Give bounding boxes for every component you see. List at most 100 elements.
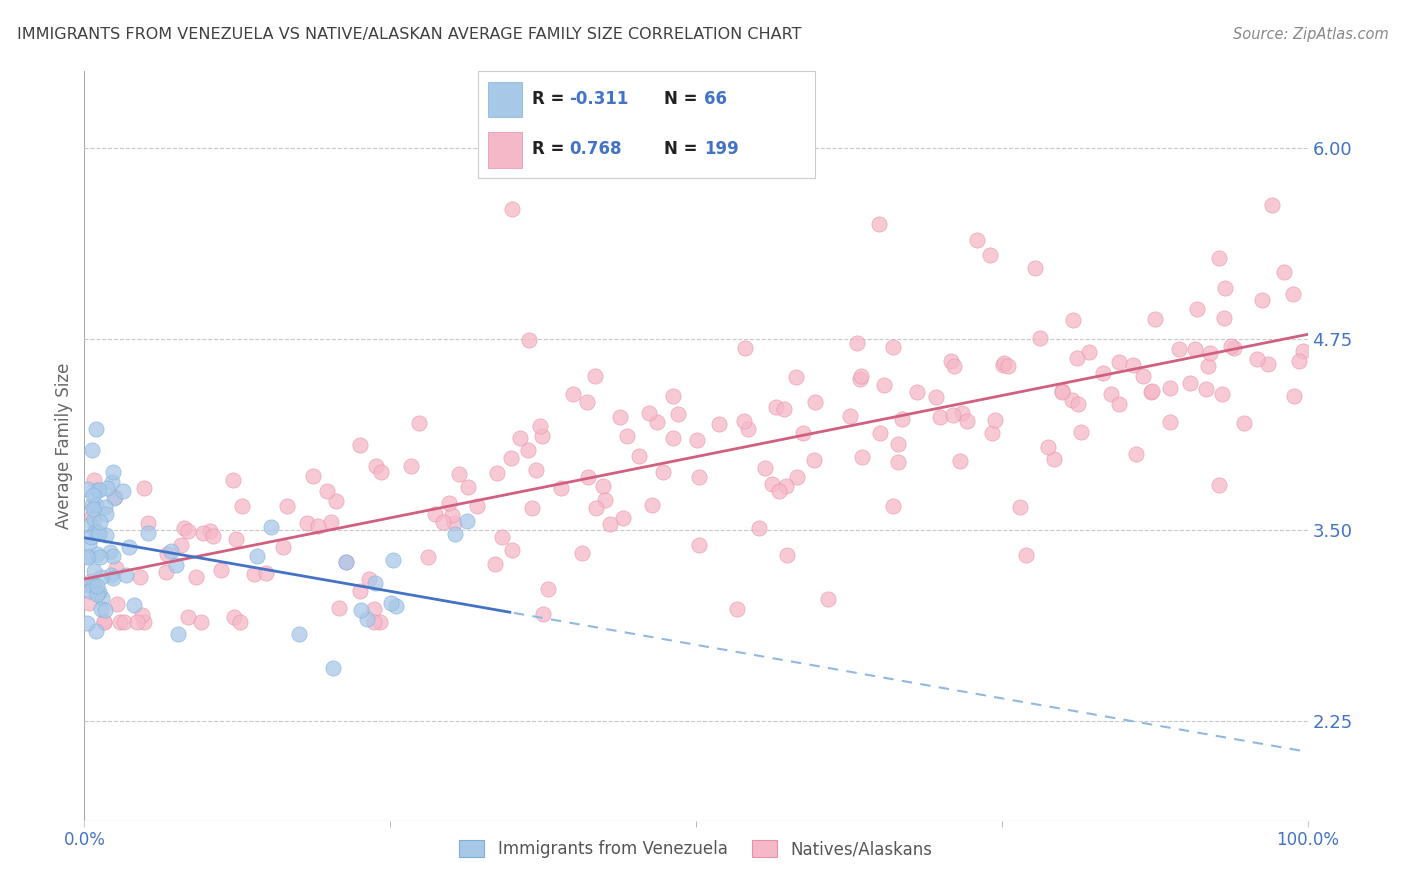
Point [1180,376,1202,390]
Point [685,433,707,447]
Point [949,453,972,467]
Point [319,515,342,529]
Point [725,602,748,616]
Point [773,401,796,416]
Point [1066,397,1088,411]
Point [190,615,212,629]
Point [87,525,110,540]
Point [103,491,125,506]
Point [110,615,132,629]
Point [118,540,141,554]
Point [80,508,103,523]
Point [166,627,188,641]
Point [76,549,98,564]
Point [382,553,405,567]
Text: N =: N = [664,141,703,159]
Point [127,615,149,629]
Point [335,555,357,569]
Point [111,484,134,499]
Point [1261,198,1284,212]
Point [177,524,200,538]
Point [786,470,808,484]
Point [77,596,100,610]
Point [661,431,683,445]
Point [1140,384,1163,398]
Text: R =: R = [531,141,571,159]
Point [1208,251,1230,265]
Point [384,599,406,614]
Point [356,612,378,626]
Point [1211,386,1233,401]
Point [1132,368,1154,383]
Point [1066,351,1088,366]
Point [136,525,159,540]
Point [785,370,807,384]
Point [456,514,478,528]
Point [91,591,114,605]
Point [524,463,547,477]
Point [1292,343,1315,358]
Point [1038,440,1060,454]
Point [1197,359,1219,373]
Point [1246,351,1268,366]
Point [616,429,638,443]
Point [84,421,107,435]
Point [1108,397,1130,411]
Point [1050,384,1073,399]
Point [101,549,124,564]
Point [316,483,339,498]
Point [101,475,124,489]
Point [1233,417,1256,431]
Point [295,516,318,530]
Point [357,572,380,586]
Point [105,597,128,611]
Point [984,413,1007,427]
Point [640,498,662,512]
Point [173,521,195,535]
Point [485,467,508,481]
Point [129,570,152,584]
Point [349,603,371,617]
Point [86,587,108,601]
Point [645,415,668,429]
Point [550,481,572,495]
Point [1213,281,1236,295]
Point [1208,478,1230,492]
Point [839,409,862,424]
Point [991,358,1014,372]
Point [82,578,104,592]
Point [101,571,124,585]
Point [94,507,117,521]
Point [1272,265,1295,279]
Point [364,458,387,473]
Point [79,583,101,598]
Point [529,419,551,434]
Point [184,570,207,584]
Point [177,610,200,624]
Point [335,555,357,569]
Point [1139,384,1161,399]
Point [707,417,730,431]
Point [509,431,531,445]
FancyBboxPatch shape [488,82,522,118]
Point [349,584,371,599]
Point [443,526,465,541]
Point [432,515,454,529]
Point [467,499,489,513]
Point [76,482,98,496]
Point [502,202,524,216]
Point [929,409,952,424]
Point [592,479,614,493]
Point [1108,355,1130,369]
Point [955,415,977,429]
Point [609,410,631,425]
Point [733,414,755,428]
Text: R =: R = [531,90,571,108]
Point [499,450,522,465]
Point [86,483,108,498]
Point [1050,384,1073,399]
Point [198,524,221,538]
Point [1288,354,1310,368]
Point [370,465,392,479]
Point [87,584,110,599]
